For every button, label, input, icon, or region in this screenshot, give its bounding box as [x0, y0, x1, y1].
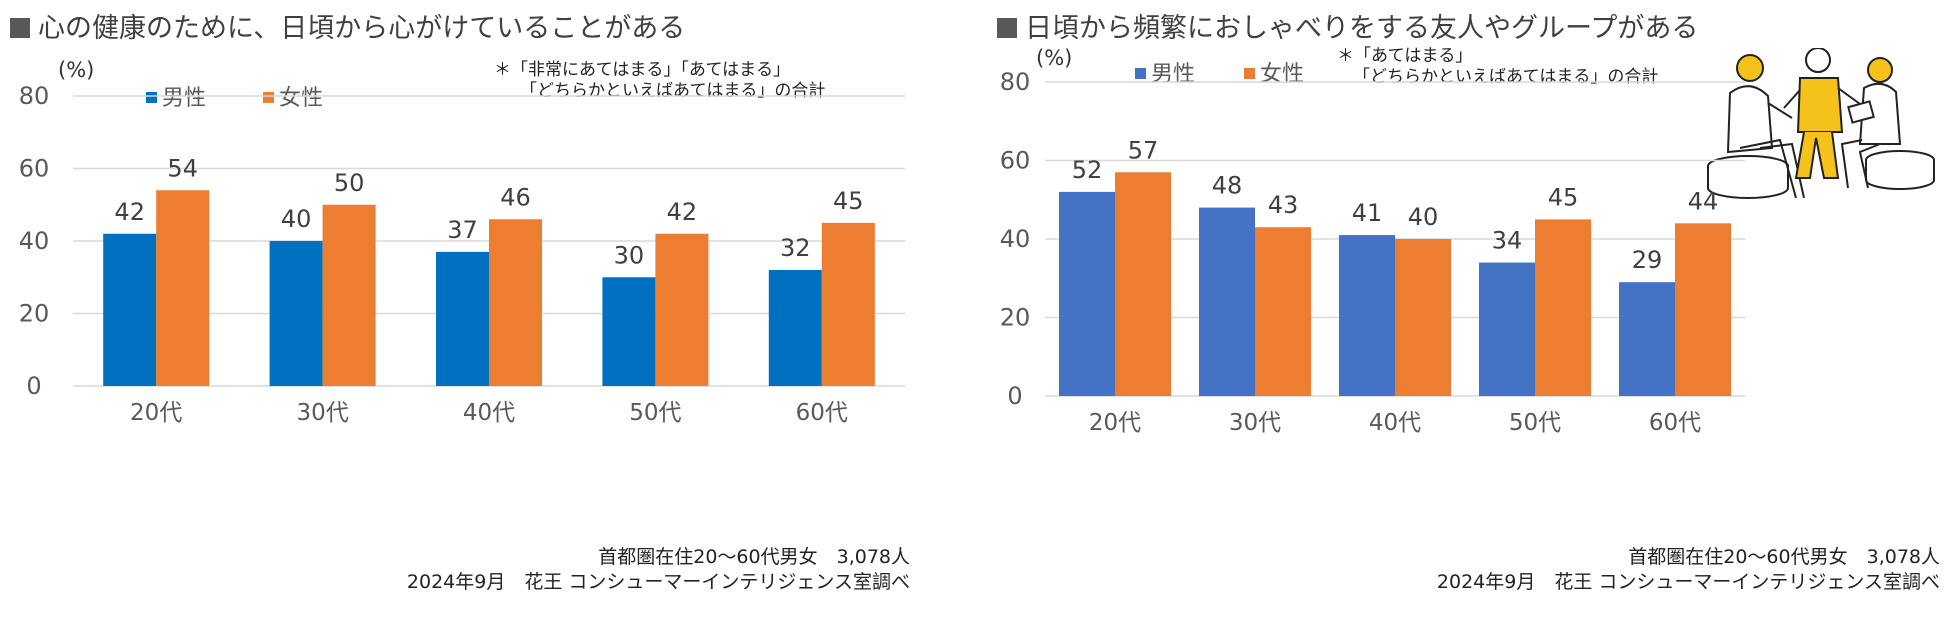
bar-male-50代 — [1479, 262, 1535, 396]
footnote-line-1: ＊「非常にあてはまる」「あてはまる」 — [494, 60, 791, 80]
bar-female-30代 — [322, 204, 376, 386]
data-label: 30 — [614, 241, 645, 269]
x-category-label: 30代 — [296, 400, 348, 426]
x-category-label: 50代 — [1509, 410, 1561, 436]
data-label: 43 — [1268, 191, 1299, 219]
data-label: 29 — [1632, 246, 1663, 274]
source-line-1: 首都圏在住20～60代男女 3,078人 — [598, 546, 910, 568]
legend-label-female: 女性 — [279, 86, 324, 111]
data-label: 37 — [447, 216, 478, 244]
data-label: 34 — [1492, 227, 1523, 255]
y-tick-label: 40 — [19, 227, 50, 255]
legend-item-female: 女性 — [1244, 56, 1304, 88]
x-category-label: 50代 — [629, 400, 681, 426]
bar-chart-conversation: 0 20 40 60 80 52 57 20代 48 43 30代 41 40 40代 34 45 50代 29 4… — [1000, 68, 1745, 436]
data-label: 45 — [1548, 183, 1579, 211]
y-tick-label: 40 — [1000, 225, 1031, 253]
title-square-icon — [997, 18, 1017, 38]
chart-panel-health: 心の健康のために、日頃から心がけていることがある (%) 男性 女性 ＊「非常に… — [0, 0, 920, 617]
bar-male-60代 — [1619, 282, 1675, 396]
data-label: 50 — [334, 169, 365, 197]
bar-chart-health: 0 20 40 60 80 42 54 20代 40 50 30代 37 46 40代 30 42 50代 32 4… — [19, 82, 905, 426]
data-label: 54 — [167, 154, 198, 182]
bar-male-30代 — [269, 241, 323, 386]
legend-label-male: 男性 — [162, 86, 207, 111]
data-label: 52 — [1072, 156, 1103, 184]
source-line-2: 2024年9月 花王 コンシューマーインテリジェンス室調べ — [1436, 571, 1940, 593]
data-label: 40 — [1408, 203, 1439, 231]
legend-label-male: 男性 — [1151, 62, 1196, 87]
legend: 男性 女性 — [1135, 56, 1354, 88]
bar-female-60代 — [821, 222, 875, 386]
x-category-label: 60代 — [1649, 410, 1701, 436]
x-category-label: 40代 — [463, 400, 515, 426]
y-tick-label: 20 — [19, 300, 50, 328]
bar-female-60代 — [1675, 223, 1731, 396]
data-label: 41 — [1352, 199, 1383, 227]
legend-swatch-female — [263, 92, 275, 103]
source-line-1: 首都圏在住20～60代男女 3,078人 — [1628, 546, 1940, 568]
y-unit-label: (%) — [1036, 46, 1073, 70]
chart-title: 日頃から頻繁におしゃべりをする友人やグループがある — [997, 6, 1698, 45]
y-tick-label: 80 — [1000, 68, 1031, 96]
title-square-icon — [10, 18, 30, 38]
bar-female-20代 — [1115, 172, 1171, 396]
x-category-label: 40代 — [1369, 410, 1421, 436]
source-line-2: 2024年9月 花王 コンシューマーインテリジェンス室調べ — [406, 571, 910, 593]
legend-swatch-male — [1135, 68, 1146, 79]
data-label: 42 — [114, 198, 145, 226]
data-label: 45 — [833, 187, 864, 215]
legend-item-male: 男性 — [1135, 56, 1195, 88]
chart-panel-conversation: 日頃から頻繁におしゃべりをする友人やグループがある (%) 男性 女性 ＊「あて… — [985, 0, 1950, 617]
legend: 男性 女性 — [146, 80, 373, 112]
bar-male-40代 — [436, 251, 489, 386]
legend-item-male: 男性 — [146, 80, 206, 112]
chart-title-text: 日頃から頻繁におしゃべりをする友人やグループがある — [1025, 13, 1699, 44]
data-label: 48 — [1212, 172, 1243, 200]
chart-title: 心の健康のために、日頃から心がけていることがある — [10, 6, 685, 45]
data-label: 57 — [1128, 136, 1159, 164]
x-category-label: 20代 — [130, 400, 182, 426]
bar-male-20代 — [1059, 191, 1115, 396]
y-unit-label: (%) — [58, 58, 95, 82]
y-tick-label: 0 — [26, 372, 41, 400]
source-note: 首都圏在住20～60代男女 3,078人 2024年9月 花王 コンシューマーイ… — [1437, 545, 1940, 595]
bar-male-30代 — [1199, 207, 1255, 396]
bar-female-50代 — [655, 233, 709, 386]
legend-label-female: 女性 — [1260, 62, 1305, 87]
y-tick-label: 20 — [1000, 304, 1031, 332]
bar-female-40代 — [489, 219, 542, 386]
legend-item-female: 女性 — [263, 80, 323, 112]
bar-male-50代 — [602, 277, 656, 386]
data-label: 40 — [281, 205, 312, 233]
bar-female-40代 — [1395, 239, 1451, 396]
bar-male-20代 — [103, 233, 157, 386]
data-label: 42 — [667, 198, 698, 226]
x-category-label: 30代 — [1229, 410, 1281, 436]
bar-female-30代 — [1255, 227, 1311, 396]
bar-female-50代 — [1535, 219, 1591, 396]
bar-male-40代 — [1339, 235, 1395, 396]
legend-swatch-female — [1244, 68, 1256, 79]
legend-swatch-male — [146, 92, 157, 103]
y-tick-label: 60 — [19, 155, 50, 183]
data-label: 32 — [780, 234, 811, 262]
x-category-label: 20代 — [1089, 410, 1141, 436]
bar-female-20代 — [156, 190, 210, 386]
y-tick-label: 80 — [19, 82, 50, 110]
footnote-line-1: ＊「あてはまる」 — [1337, 46, 1473, 66]
y-tick-label: 60 — [1000, 147, 1031, 175]
chart-title-text: 心の健康のために、日頃から心がけていることがある — [38, 13, 686, 44]
bar-male-60代 — [768, 270, 822, 386]
data-label: 46 — [500, 183, 531, 211]
y-tick-label: 0 — [1007, 382, 1022, 410]
x-category-label: 60代 — [796, 400, 848, 426]
data-label: 44 — [1688, 187, 1719, 215]
source-note: 首都圏在住20～60代男女 3,078人 2024年9月 花王 コンシューマーイ… — [407, 545, 910, 595]
